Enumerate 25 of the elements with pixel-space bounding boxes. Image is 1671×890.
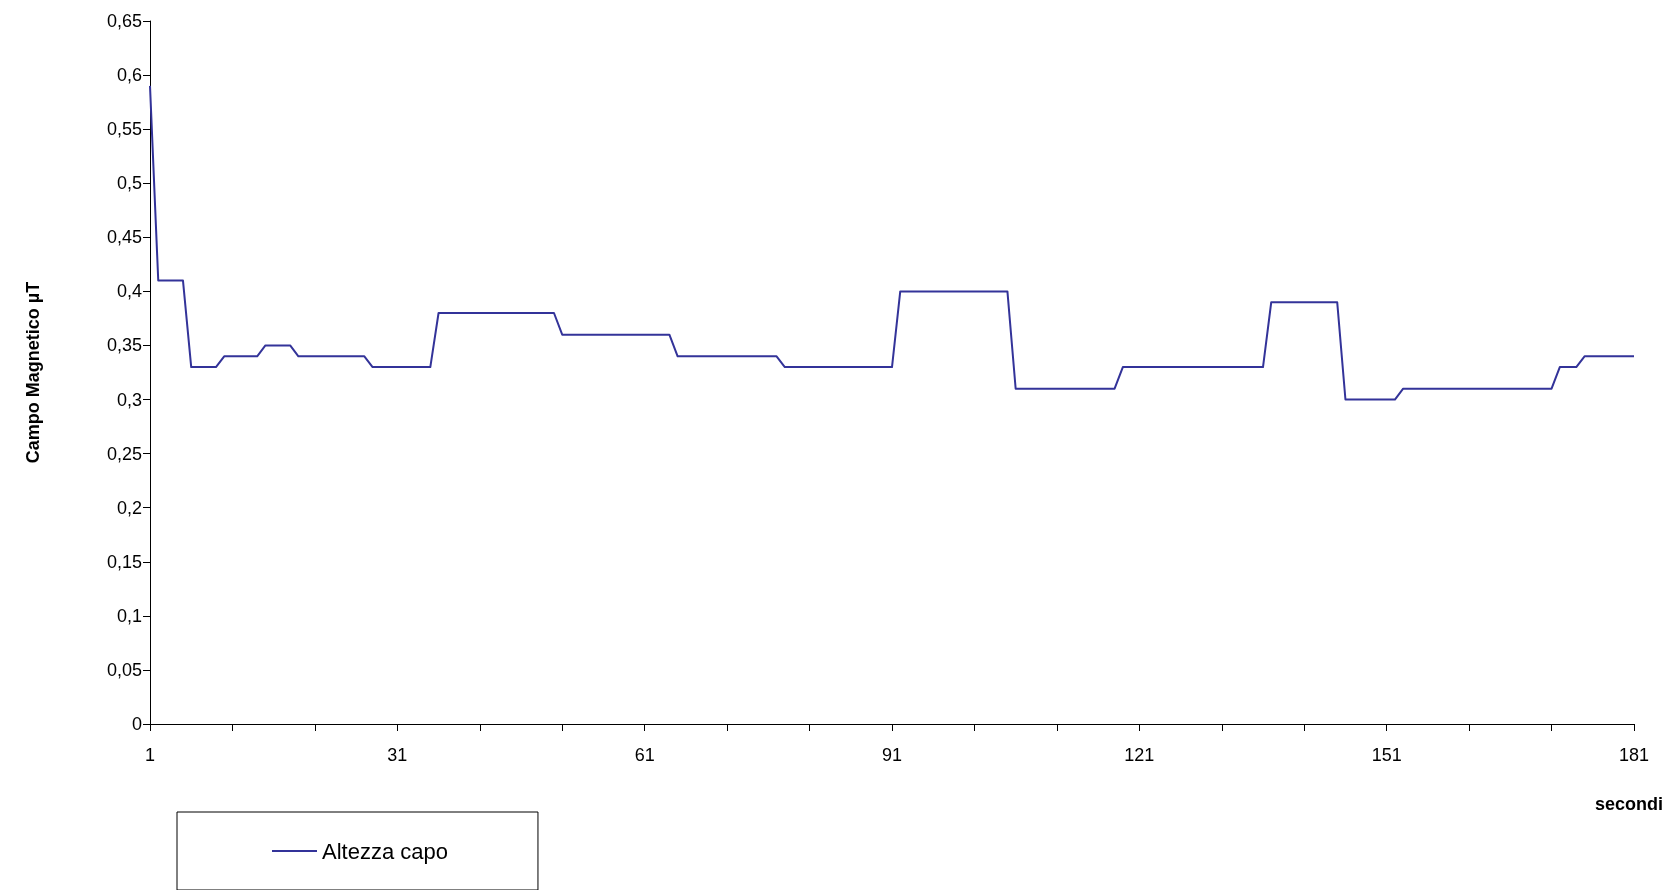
y-tick-label: 0,25 [106,443,142,464]
y-tick-label: 0,1 [116,605,142,626]
y-tick-label: 0 [131,714,142,734]
y-tick-label: 0,6 [116,65,142,86]
x-tick-label: 91 [881,745,903,765]
y-tick-label: 0,35 [106,335,142,356]
y-tick-label: 0,45 [106,227,142,248]
legend-label: Altezza capo [322,838,448,864]
y-tick-label: 0,55 [106,119,142,140]
x-tick-label: 181 [1618,745,1650,765]
y-tick-label: 0,3 [116,389,142,410]
y-tick-label: 0,05 [106,659,142,680]
line-series [149,84,1635,401]
x-tick-label: 1 [144,745,156,765]
y-axis-title: Campo Magnetico µT [23,281,43,464]
x-tick-label: 61 [634,745,655,765]
y-tick-label: 0,15 [106,551,142,572]
y-tick-label: 0,5 [116,173,142,194]
x-tick-label: 31 [387,745,408,765]
x-axis-title: secondi [1594,794,1664,814]
y-tick-label: 0,4 [116,281,142,302]
x-tick-label: 151 [1371,745,1402,765]
y-tick-label: 0,2 [116,497,142,518]
y-tick-label: 0,65 [106,11,142,31]
x-tick-label: 121 [1124,745,1155,765]
